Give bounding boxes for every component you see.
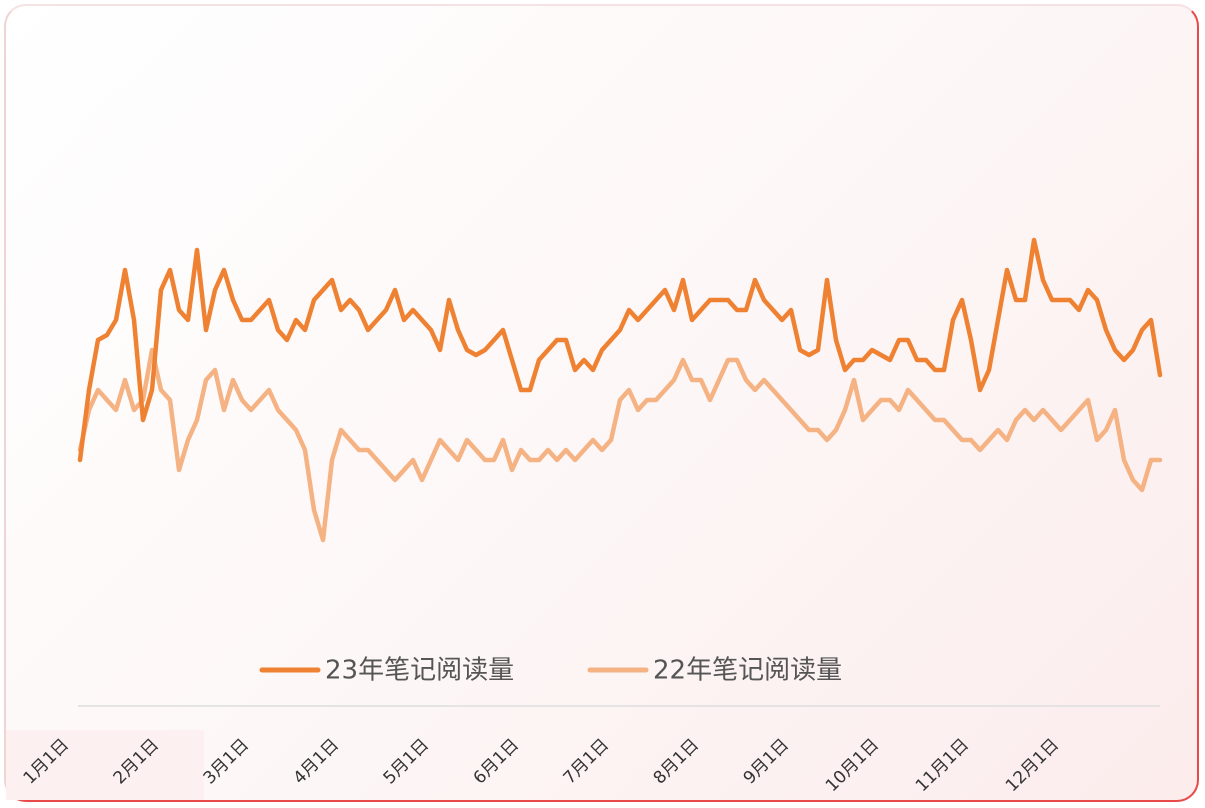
- label-band: [6, 730, 204, 800]
- x-tick-label: 3月1日: [200, 735, 253, 788]
- series-line: [77, 237, 1163, 463]
- x-tick-label: 8月1日: [650, 735, 703, 788]
- legend-label: 22年笔记阅读量: [653, 656, 842, 686]
- x-tick-label: 9月1日: [740, 735, 793, 788]
- x-tick-label: 5月1日: [380, 735, 433, 788]
- x-tick-label: 7月1日: [560, 735, 613, 788]
- x-tick-label: 12月1日: [1002, 735, 1063, 796]
- x-tick-label: 6月1日: [470, 735, 523, 788]
- x-tick-label: 10月1日: [822, 735, 883, 796]
- series-line: [77, 347, 1163, 543]
- x-tick-label: 4月1日: [290, 735, 343, 788]
- legend-label: 23年笔记阅读量: [325, 656, 514, 686]
- x-tick-label: 11月1日: [912, 735, 973, 796]
